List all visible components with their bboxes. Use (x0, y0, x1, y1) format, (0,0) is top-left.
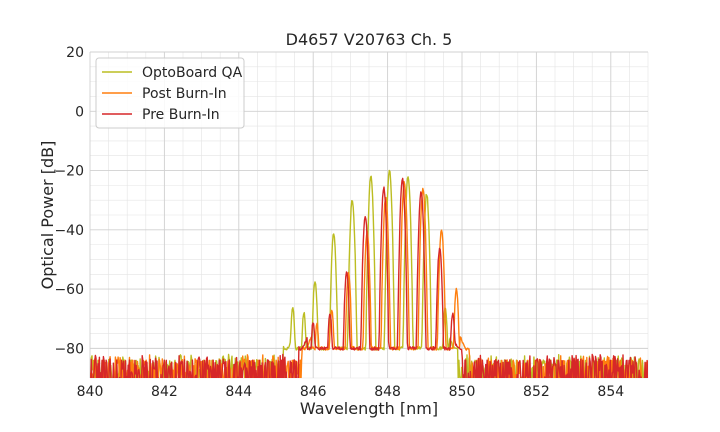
y-tick-labels: 20 0 −20 −40 −60 −80 (54, 45, 84, 357)
chart-title: D4657 V20763 Ch. 5 (286, 30, 453, 49)
y-tick-label: −80 (54, 341, 84, 357)
x-tick-label: 842 (151, 384, 178, 400)
x-axis-label: Wavelength [nm] (300, 399, 438, 418)
x-tick-label: 844 (225, 384, 252, 400)
series-layer (90, 169, 648, 378)
x-tick-label: 840 (77, 384, 104, 400)
y-tick-label: −20 (54, 164, 84, 180)
series-line-pre-burn-in (90, 177, 648, 378)
y-tick-label: −40 (54, 223, 84, 239)
x-tick-label: 848 (374, 384, 401, 400)
x-tick-label: 850 (449, 384, 476, 400)
x-tick-labels: 840 842 844 846 848 850 852 854 (77, 384, 625, 400)
legend: OptoBoard QA Post Burn-In Pre Burn-In (95, 57, 245, 129)
y-tick-label: 20 (66, 45, 84, 61)
y-tick-label: 0 (75, 104, 84, 120)
y-tick-label: −60 (54, 282, 84, 298)
legend-box (95, 57, 245, 129)
x-tick-label: 854 (597, 384, 624, 400)
x-tick-label: 846 (300, 384, 327, 400)
series-line-optoboard-qa (90, 169, 648, 378)
series-line-post-burn-in (90, 180, 648, 378)
legend-label-pre-burn-in: Pre Burn-In (142, 107, 220, 123)
legend-label-post-burn-in: Post Burn-In (142, 86, 227, 102)
y-axis-label: Optical Power [dB] (38, 141, 57, 290)
legend-label-optoboard-qa: OptoBoard QA (142, 65, 243, 81)
x-tick-label: 852 (523, 384, 550, 400)
